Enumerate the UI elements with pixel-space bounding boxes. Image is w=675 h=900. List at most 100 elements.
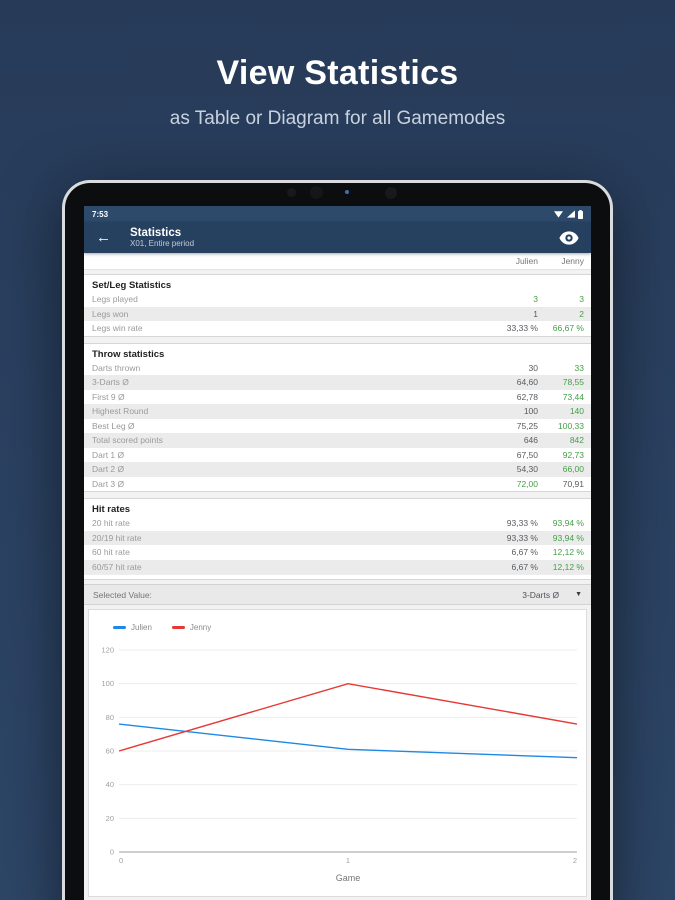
table-row: Dart 1 Ø 67,50 92,73 [84, 448, 591, 463]
value-julien: 1 [533, 308, 538, 319]
camera-dot-icon [287, 188, 296, 197]
y-tick-label: 20 [106, 814, 114, 823]
value-julien: 30 [528, 362, 538, 373]
app-bar: ← Statistics X01, Entire period [84, 222, 591, 253]
chevron-down-icon: ▼ [575, 591, 582, 598]
x-axis-label: Game [336, 873, 361, 883]
table-row: Darts thrown 30 33 [84, 361, 591, 376]
column-header-julien: Julien [515, 256, 538, 266]
camera-lens-icon [310, 186, 323, 199]
table-row: 20 hit rate 93,33 % 93,94 % [84, 516, 591, 531]
table-row: Dart 3 Ø 72,00 70,91 [84, 477, 591, 492]
value-julien: 64,60 [516, 377, 538, 388]
table-row: Highest Round 100 140 [84, 404, 591, 419]
statistics-content: Julien Jenny Set/Leg Statistics Legs playe… [84, 253, 591, 897]
wifi-icon [554, 211, 563, 218]
table-row: Total scored points 646 842 [84, 433, 591, 448]
value-jenny: 70,91 [562, 478, 584, 489]
value-julien: 75,25 [516, 420, 538, 431]
statistics-tables: Set/Leg Statistics Legs played 3 3 Legs won 1… [84, 274, 591, 580]
table-row: 60/57 hit rate 6,67 % 12,12 % [84, 559, 591, 574]
hero-section: View Statistics as Table or Diagram for … [0, 0, 675, 130]
table-row: Legs win rate 33,33 % 66,67 % [84, 321, 591, 336]
row-label: Legs win rate [92, 323, 143, 334]
camera-lens-icon [385, 187, 397, 199]
value-julien: 67,50 [516, 449, 538, 460]
table-row: 60 hit rate 6,67 % 12,12 % [84, 545, 591, 560]
value-jenny: 93,94 % [552, 532, 584, 543]
y-tick-label: 100 [101, 679, 114, 688]
cellular-icon [566, 210, 575, 218]
value-julien: 100 [523, 406, 538, 417]
value-jenny: 100,33 [558, 420, 584, 431]
row-label: Dart 2 Ø [92, 464, 125, 475]
app-bar-titles: Statistics X01, Entire period [122, 227, 559, 248]
value-julien: 54,30 [516, 464, 538, 475]
row-label: Highest Round [92, 406, 149, 417]
value-jenny: 93,94 % [552, 518, 584, 529]
tablet-mockup: 7:53 ← Statistics X01, Entire period [62, 180, 613, 900]
value-julien: 6,67 % [511, 561, 538, 572]
x-tick-label: 2 [573, 856, 577, 865]
table-row: 3-Darts Ø 64,60 78,55 [84, 375, 591, 390]
table-row: Best Leg Ø 75,25 100,33 [84, 419, 591, 434]
value-jenny: 12,12 % [552, 547, 584, 558]
value-jenny: 12,12 % [552, 561, 584, 572]
section-title: Hit rates [92, 504, 131, 515]
x-tick-label: 0 [119, 856, 123, 865]
section-title: Throw statistics [92, 348, 165, 360]
x-tick-label: 1 [346, 856, 350, 865]
y-tick-label: 80 [106, 713, 114, 722]
line-series-julien [118, 723, 578, 759]
page-subtitle: as Table or Diagram for all Gamemodes [169, 108, 506, 129]
table-row: Legs won 1 2 [84, 306, 591, 321]
value-julien: 72,00 [516, 478, 538, 489]
value-jenny: 2 [579, 308, 584, 319]
value-jenny: 66,67 % [552, 323, 584, 334]
table-row: First 9 Ø 62,78 73,44 [84, 390, 591, 405]
section-title: Set/Leg Statistics [92, 280, 172, 291]
value-jenny: 33 [574, 362, 584, 373]
legend-swatch [171, 625, 185, 629]
legend-label: Jenny [189, 622, 212, 632]
row-label: Best Leg Ø [92, 420, 135, 431]
value-julien: 3 [533, 294, 538, 305]
value-jenny: 3 [579, 294, 584, 305]
value-julien: 93,33 % [506, 532, 538, 543]
page-title: View Statistics [216, 54, 459, 92]
statistics-chart-card: Julien Jenny 0 20 40 60 80 100 120 0 1 2 Game [88, 609, 587, 897]
row-label: Dart 3 Ø [92, 478, 125, 489]
stats-card: Throw statistics Darts thrown 30 33 3-Darts … [84, 342, 591, 492]
y-tick-label: 60 [106, 747, 114, 756]
value-jenny: 78,55 [562, 377, 584, 388]
row-label: Legs played [92, 294, 138, 305]
y-tick-label: 40 [106, 780, 114, 789]
y-tick-label: 120 [101, 646, 114, 655]
legend-swatch [113, 625, 126, 629]
row-label: 20 hit rate [92, 518, 130, 529]
status-icons [554, 209, 583, 219]
status-bar: 7:53 [84, 206, 591, 222]
value-julien: 646 [523, 435, 538, 446]
value-jenny: 842 [569, 435, 584, 446]
battery-icon [578, 209, 583, 219]
back-button[interactable]: ← [96, 229, 111, 246]
legend-item-jenny: Jenny [171, 622, 212, 632]
screen-title: Statistics [130, 227, 182, 239]
clock: 7:53 [92, 209, 109, 219]
legend-item-julien: Julien [113, 623, 152, 632]
selected-value-dropdown[interactable]: 3-Darts Ø ▼ [522, 590, 582, 600]
value-jenny: 140 [569, 406, 584, 417]
row-label: Legs won [92, 308, 129, 319]
sensor-led-icon [345, 190, 349, 194]
column-header-jenny: Jenny [561, 256, 584, 266]
statistics-line-chart[interactable]: 0 20 40 60 80 100 120 0 1 2 Game [89, 636, 586, 894]
visibility-icon[interactable] [559, 230, 579, 245]
selected-value-label: Selected Value: [93, 589, 152, 600]
value-julien: 62,78 [516, 391, 538, 402]
selected-value-text: 3-Darts Ø [522, 589, 560, 600]
value-julien: 93,33 % [506, 518, 538, 529]
selected-value-bar: Selected Value: 3-Darts Ø ▼ [84, 584, 591, 605]
value-jenny: 92,73 [562, 449, 584, 460]
